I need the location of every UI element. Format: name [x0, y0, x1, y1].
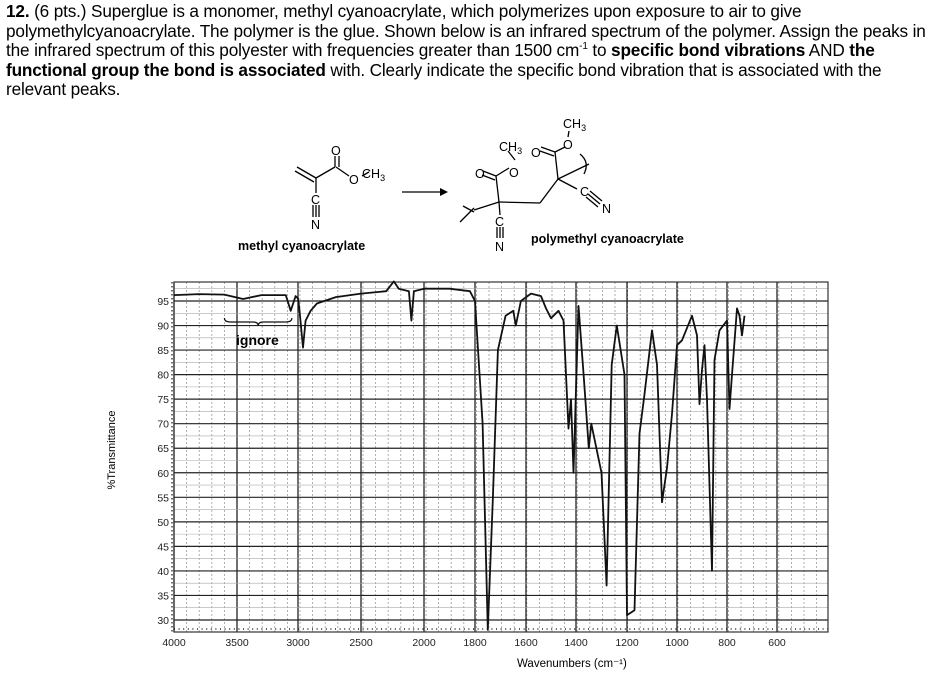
- y-tick-label: 55: [157, 492, 169, 504]
- x-tick-label: 4000: [162, 637, 186, 649]
- question-text: 12. (6 pts.) Superglue is a monomer, met…: [6, 1, 926, 100]
- monomer-label: methyl cyanoacrylate: [238, 239, 366, 253]
- y-tick-label: 90: [157, 321, 169, 333]
- y-tick-label: 65: [157, 443, 169, 455]
- svg-text:C: C: [311, 193, 320, 207]
- ignore-brace-icon: [223, 317, 293, 327]
- svg-text:CH3: CH3: [563, 117, 586, 133]
- reaction-scheme: O O CH3 C N O O CH3 O O CH3 C N C N meth…: [0, 112, 932, 272]
- x-tick-label: 3000: [286, 637, 310, 649]
- x-axis-label: Wavenumbers (cm⁻¹): [517, 658, 627, 670]
- ignore-annotation: ignore: [236, 332, 279, 348]
- svg-text:C: C: [495, 215, 504, 229]
- y-tick-label: 75: [157, 394, 169, 406]
- x-tick-label: 1800: [463, 637, 487, 649]
- svg-text:N: N: [495, 240, 504, 254]
- svg-text:O: O: [475, 167, 485, 181]
- y-tick-label: 70: [157, 419, 169, 431]
- x-tick-label: 600: [768, 637, 786, 649]
- svg-text:CH3: CH3: [362, 167, 385, 183]
- spectrum-trace: [173, 280, 746, 631]
- y-axis-label: %Transmittance: [106, 410, 118, 490]
- x-tick-label: 1400: [564, 637, 588, 649]
- svg-text:O: O: [509, 166, 519, 180]
- y-tick-label: 35: [157, 590, 169, 602]
- svg-text:N: N: [311, 218, 320, 232]
- y-tick-label: 45: [157, 541, 169, 553]
- y-tick-label: 95: [157, 296, 169, 308]
- x-tick-label: 2500: [349, 637, 373, 649]
- arrow-head-icon: [440, 188, 448, 196]
- y-tick-label: 60: [157, 468, 169, 480]
- x-tick-label: 2000: [412, 637, 436, 649]
- y-tick-label: 30: [157, 615, 169, 627]
- reaction-structures-drawing: O O CH3 C N O O CH3 O O CH3 C N C N: [294, 117, 611, 254]
- ir-spectrum-chart: 95 90 85 80 75 70 65 60 55 50 45 40 35 30 4000 3500 3000…: [0, 270, 932, 675]
- polymer-label: polymethyl cyanoacrylate: [531, 232, 684, 246]
- x-tick-label: 1600: [514, 637, 538, 649]
- svg-text:CH3: CH3: [499, 140, 522, 156]
- y-tick-label: 85: [157, 345, 169, 357]
- monomer-ester-o: O: [349, 173, 359, 187]
- question-points: (6 pts.): [34, 1, 87, 21]
- x-tick-label: 1200: [615, 637, 639, 649]
- x-tick-label: 1000: [665, 637, 689, 649]
- grid: [171, 281, 829, 633]
- svg-text:O: O: [531, 146, 541, 160]
- y-tick-label: 50: [157, 517, 169, 529]
- question-number: 12.: [6, 1, 30, 21]
- y-tick-label: 80: [157, 370, 169, 382]
- ir-spectrum-plot: 95 90 85 80 75 70 65 60 55 50 45 40 35 30 4000 3500 3000…: [157, 280, 829, 649]
- svg-text:N: N: [602, 202, 611, 216]
- x-tick-label: 800: [718, 637, 736, 649]
- x-tick-label: 3500: [225, 637, 249, 649]
- svg-text:O: O: [563, 138, 573, 152]
- svg-text:C: C: [580, 185, 589, 199]
- y-tick-label: 40: [157, 566, 169, 578]
- monomer-carbonyl-o: O: [331, 144, 341, 158]
